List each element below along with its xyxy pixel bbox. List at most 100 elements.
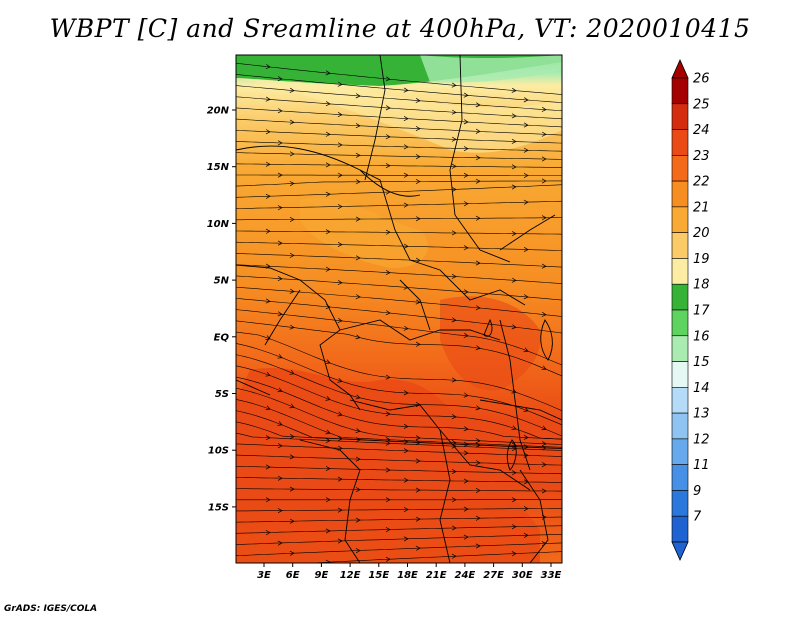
streamline-arrow: [463, 201, 469, 207]
colorbar-label: 22: [693, 175, 710, 190]
streamline: [236, 184, 562, 198]
streamline-arrow: [337, 318, 343, 324]
streamline-arrow: [385, 163, 391, 169]
streamline-arrow: [325, 395, 331, 401]
colorbar-swatch: [671, 361, 689, 388]
streamline-arrow: [403, 116, 409, 122]
streamline-arrow: [265, 64, 271, 70]
streamline-arrow: [385, 229, 391, 235]
colorbar-label: 19: [693, 252, 710, 267]
streamline-arrow: [355, 517, 361, 523]
streamline-arrow: [511, 425, 517, 431]
streamline-arrow: [415, 98, 421, 103]
streamline-arrow: [541, 178, 547, 184]
streamline-arrow: [451, 163, 457, 169]
streamline-arrow: [337, 112, 343, 118]
streamline: [236, 264, 562, 284]
streamline-arrow: [289, 324, 295, 330]
streamline: [236, 163, 562, 168]
streamline-arrow: [355, 216, 361, 222]
streamline-arrow: [385, 527, 391, 533]
lat-tick-label: EQ: [214, 332, 230, 343]
streamline-arrow: [385, 76, 391, 82]
streamline: [236, 118, 562, 136]
streamline: [236, 298, 562, 334]
streamline-arrow: [289, 216, 295, 223]
streamline-arrow: [385, 310, 391, 316]
streamline: [236, 399, 562, 448]
streamline-arrow: [403, 536, 409, 542]
colorbar-swatch: [671, 412, 689, 440]
streamline-arrow: [277, 276, 283, 282]
streamline: [236, 542, 562, 557]
streamline-arrow: [541, 541, 547, 547]
streamline-arrow: [403, 390, 409, 396]
lon-tick-label: 12E: [340, 570, 361, 581]
lon-tick-label: 18E: [397, 570, 418, 581]
streamline-arrow: [403, 448, 409, 454]
streamline-arrow: [265, 435, 271, 441]
streamline-arrow: [265, 562, 267, 563]
streamline-arrow: [463, 332, 469, 338]
streamline-arrow: [265, 405, 271, 411]
streamline-arrow: [451, 82, 457, 88]
streamline-arrow: [415, 299, 421, 305]
lat-tick-label: 15N: [207, 162, 230, 173]
streamline-arrow: [523, 246, 529, 253]
lon-tick-label: 30E: [512, 570, 533, 581]
streamline-arrow: [463, 450, 469, 456]
streamline-arrow: [265, 497, 271, 503]
streamline-arrow: [463, 245, 469, 251]
streamline-arrow: [475, 405, 481, 411]
streamline-arrow: [325, 131, 331, 137]
streamline-arrow: [277, 508, 283, 514]
streamline-arrow: [541, 215, 547, 221]
streamline-arrow: [475, 460, 481, 466]
colorbar-label: 12: [693, 432, 710, 447]
streamline-arrow: [415, 257, 421, 263]
streamline-arrow: [337, 507, 343, 513]
colorbar-label: 11: [693, 458, 710, 473]
streamline-arrow: [355, 394, 361, 400]
streamline-arrow: [523, 407, 529, 412]
streamline-arrow: [523, 147, 529, 153]
streamline-arrow: [541, 263, 547, 269]
colorbar-label: 14: [693, 381, 710, 396]
streamline: [236, 421, 562, 449]
colorbar-bottom-arrow: [671, 541, 689, 561]
streamline-arrow: [355, 123, 361, 129]
streamline: [236, 217, 562, 221]
streamline-arrow: [463, 119, 469, 125]
streamline-arrow: [415, 516, 421, 522]
streamline-arrow: [337, 241, 343, 248]
streamline-arrow: [475, 438, 481, 444]
streamline-arrow: [265, 228, 271, 234]
latitude-axis: 20N 15N 10N 5N EQ 5S 10S 15S: [207, 106, 236, 513]
streamline-arrow: [289, 288, 295, 294]
streamline: [236, 85, 562, 112]
streamline-arrow: [523, 97, 529, 103]
streamline: [305, 551, 562, 563]
streamline-arrow: [463, 506, 469, 512]
streamline-arrow: [337, 476, 343, 482]
streamline-arrow: [325, 162, 331, 168]
chart-title: WBPT [C] and Sreamline at 400hPa, VT: 20…: [49, 14, 751, 43]
streamline-arrow: [523, 506, 529, 512]
streamline-arrow: [403, 87, 409, 93]
lon-tick-label: 27E: [483, 570, 504, 581]
lon-tick-label: 6E: [286, 570, 300, 581]
streamline: [236, 62, 562, 95]
mild-zone-central: [300, 197, 429, 269]
streamline-arrow: [415, 216, 421, 222]
colorbar-swatch: [671, 180, 689, 208]
colorbar: 26 25 24 23 22 21 20 19 18 17 16 15 14 13 12 11 9 7: [671, 59, 710, 561]
streamline: [236, 180, 562, 187]
streamline-arrow: [403, 477, 409, 483]
streamline-arrow: [475, 215, 481, 221]
warm-zone-south: [236, 367, 540, 563]
colorbar-label: 17: [693, 304, 710, 319]
lat-tick-label: 5N: [214, 276, 230, 287]
streamline-arrow: [277, 311, 283, 317]
streamline-arrow: [403, 144, 409, 150]
streamline-arrow: [475, 102, 481, 108]
